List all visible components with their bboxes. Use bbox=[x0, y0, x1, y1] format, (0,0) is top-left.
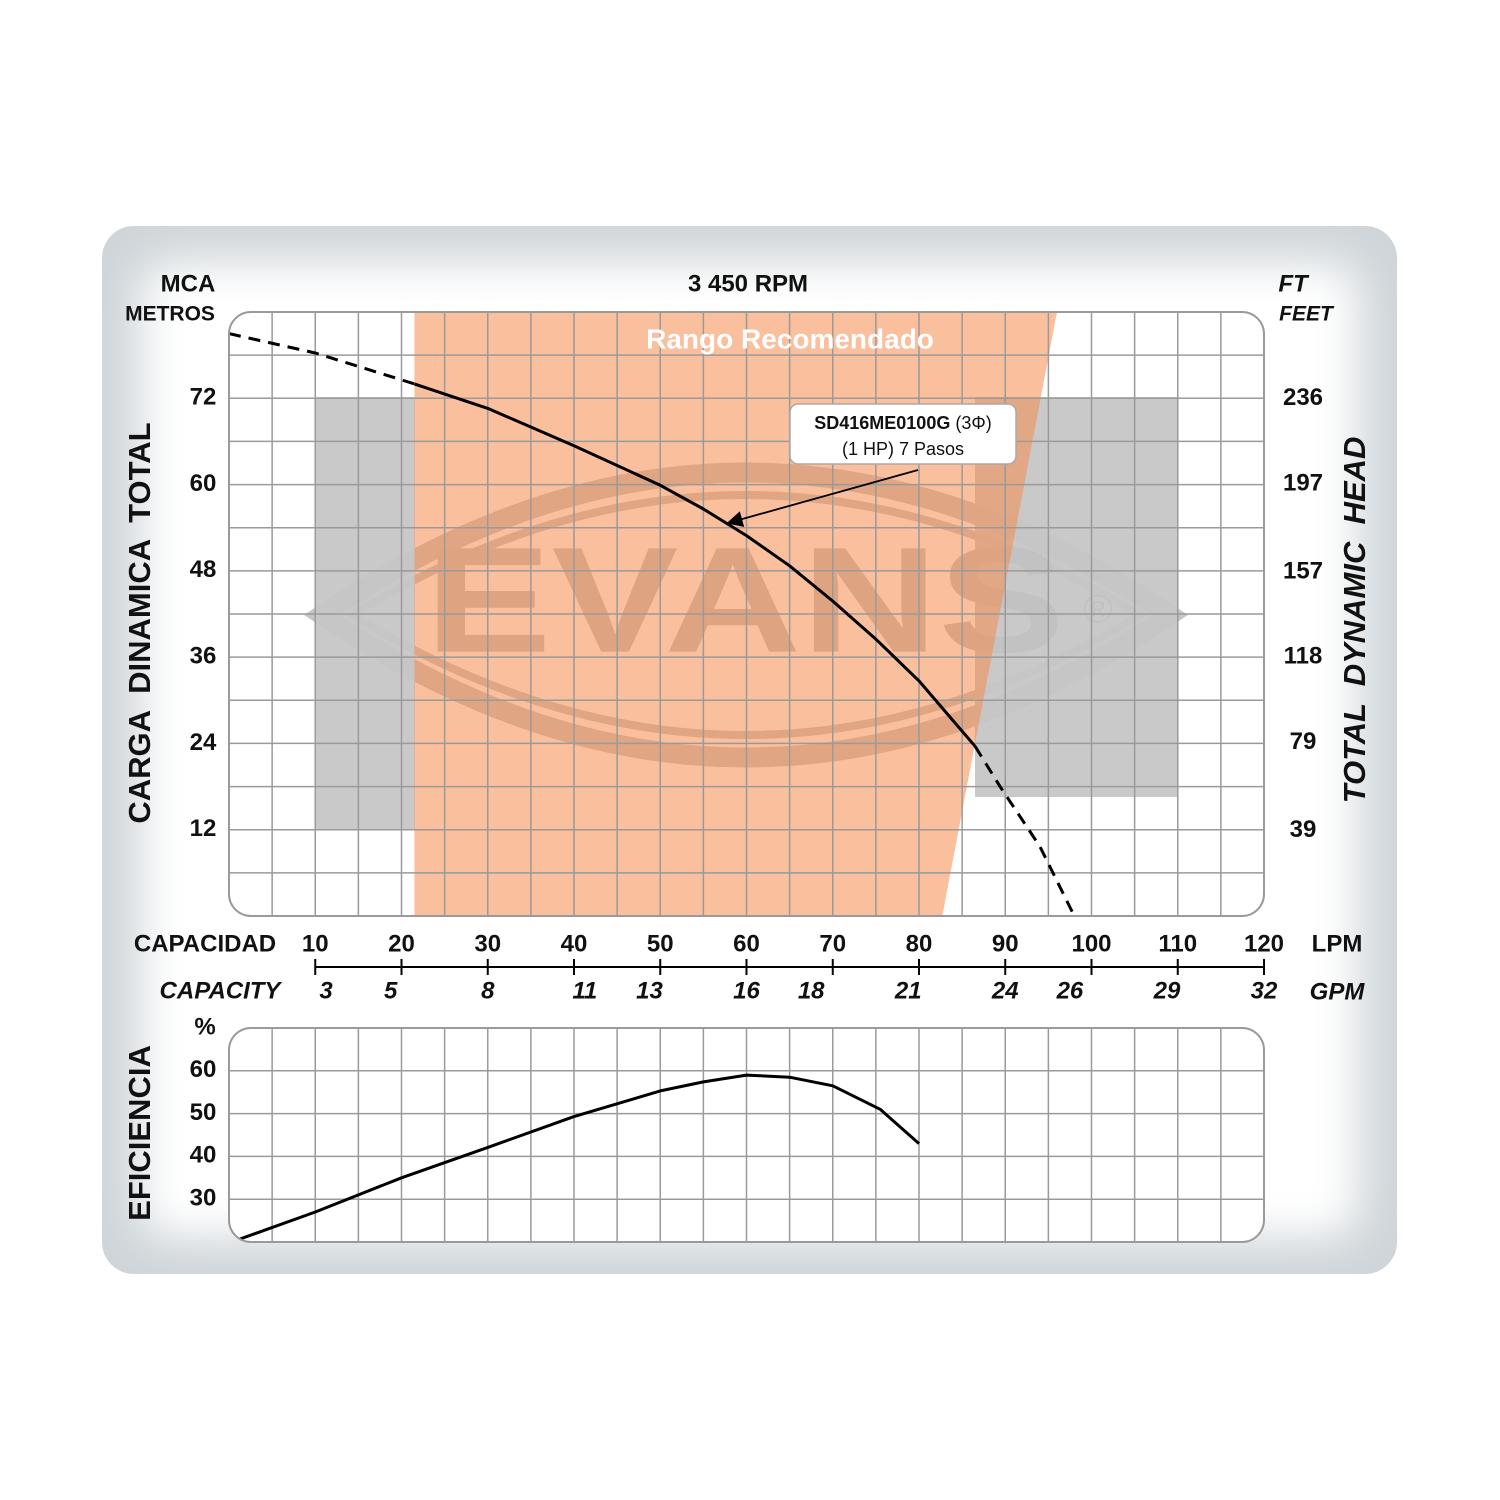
x2-tick-label: 11 bbox=[572, 977, 597, 1004]
x2-tick-label: 21 bbox=[894, 977, 922, 1004]
x2-tick-label: 29 bbox=[1153, 977, 1181, 1004]
x2-tick-label: 24 bbox=[991, 977, 1019, 1004]
x-tick-label: 100 bbox=[1071, 930, 1111, 957]
x-tick-label: 20 bbox=[388, 930, 415, 957]
y-tick-label: 48 bbox=[190, 556, 217, 583]
watermark-mark: ® bbox=[1083, 588, 1112, 632]
x-tick-label: 120 bbox=[1244, 930, 1284, 957]
x2-tick-label: 13 bbox=[636, 977, 663, 1004]
annotation: SD416ME0100G (3Φ) (1 HP) 7 Pasos bbox=[726, 403, 1017, 527]
x2-tick-label: 3 bbox=[319, 977, 333, 1004]
y-unit: % bbox=[194, 1013, 215, 1040]
x-tick-label: 50 bbox=[647, 930, 674, 957]
curve bbox=[237, 1073, 920, 1242]
y2-title: TOTAL DYNAMIC HEAD bbox=[1337, 437, 1372, 804]
y-tick-label: 50 bbox=[190, 1099, 217, 1126]
phase: (3Φ) bbox=[955, 413, 991, 433]
x2-tick-label: 32 bbox=[1251, 977, 1278, 1004]
x-unit: LPM bbox=[1312, 930, 1363, 957]
y2-tick-label: 39 bbox=[1290, 816, 1317, 843]
y2-tick-label: 157 bbox=[1283, 557, 1323, 584]
x-tick-label: 30 bbox=[474, 930, 501, 957]
y-unit-sub: METROS bbox=[125, 303, 215, 326]
annotation-box bbox=[789, 403, 1017, 465]
x2-tick-label: 18 bbox=[798, 977, 825, 1004]
x2-tick-label: 8 bbox=[481, 977, 495, 1004]
x-tick-label: 60 bbox=[733, 930, 760, 957]
annotation-title: SD416ME0100G (3Φ) bbox=[814, 413, 991, 433]
plot-border bbox=[228, 311, 1265, 917]
y2-tick-label: 79 bbox=[1290, 728, 1317, 755]
x2-tick-label: 26 bbox=[1056, 977, 1084, 1004]
y-title: CARGA DINAMICA TOTAL bbox=[122, 422, 157, 823]
efficiency-plot bbox=[229, 1028, 1264, 1242]
annotation-arrow bbox=[726, 469, 919, 527]
curve bbox=[413, 382, 977, 748]
x-tick-label: 80 bbox=[906, 930, 933, 957]
plot-border bbox=[228, 1027, 1265, 1243]
annotation-detail: (1 HP) 7 Pasos bbox=[842, 439, 964, 459]
y-tick-label: 60 bbox=[190, 1056, 217, 1083]
x-tick-label: 40 bbox=[561, 930, 588, 957]
y-tick-label: 12 bbox=[190, 815, 217, 842]
x-tick-label: 10 bbox=[302, 930, 329, 957]
chart-title: 3 450 RPM bbox=[688, 270, 808, 297]
range-label: Rango Recomendado bbox=[646, 323, 934, 354]
y2-unit: FT bbox=[1278, 270, 1310, 297]
y-title: EFICIENCIA bbox=[122, 1045, 157, 1221]
x-tick-label: 70 bbox=[819, 930, 846, 957]
y-unit: MCA bbox=[161, 270, 216, 297]
x2-tick-label: 16 bbox=[733, 977, 760, 1004]
y2-tick-label: 118 bbox=[1284, 643, 1323, 670]
x-tick-label: 110 bbox=[1158, 930, 1197, 957]
y-tick-label: 60 bbox=[190, 470, 217, 497]
x2-unit: GPM bbox=[1310, 978, 1366, 1005]
y2-tick-label: 236 bbox=[1283, 384, 1323, 411]
model: SD416ME0100G bbox=[814, 413, 950, 433]
y2-tick-label: 197 bbox=[1283, 470, 1323, 497]
x-title: CAPACIDAD bbox=[134, 930, 276, 957]
y-tick-label: 30 bbox=[190, 1185, 217, 1212]
y2-unit-sub: FEET bbox=[1279, 303, 1335, 326]
curve bbox=[229, 332, 415, 386]
y-tick-label: 36 bbox=[190, 642, 217, 669]
y-tick-label: 72 bbox=[190, 384, 217, 411]
y-tick-label: 40 bbox=[190, 1142, 217, 1169]
x-tick-label: 90 bbox=[992, 930, 1019, 957]
y-tick-label: 24 bbox=[190, 729, 217, 756]
curve bbox=[973, 745, 1076, 916]
x2-title: CAPACITY bbox=[160, 977, 283, 1004]
x2-tick-label: 5 bbox=[384, 977, 398, 1004]
